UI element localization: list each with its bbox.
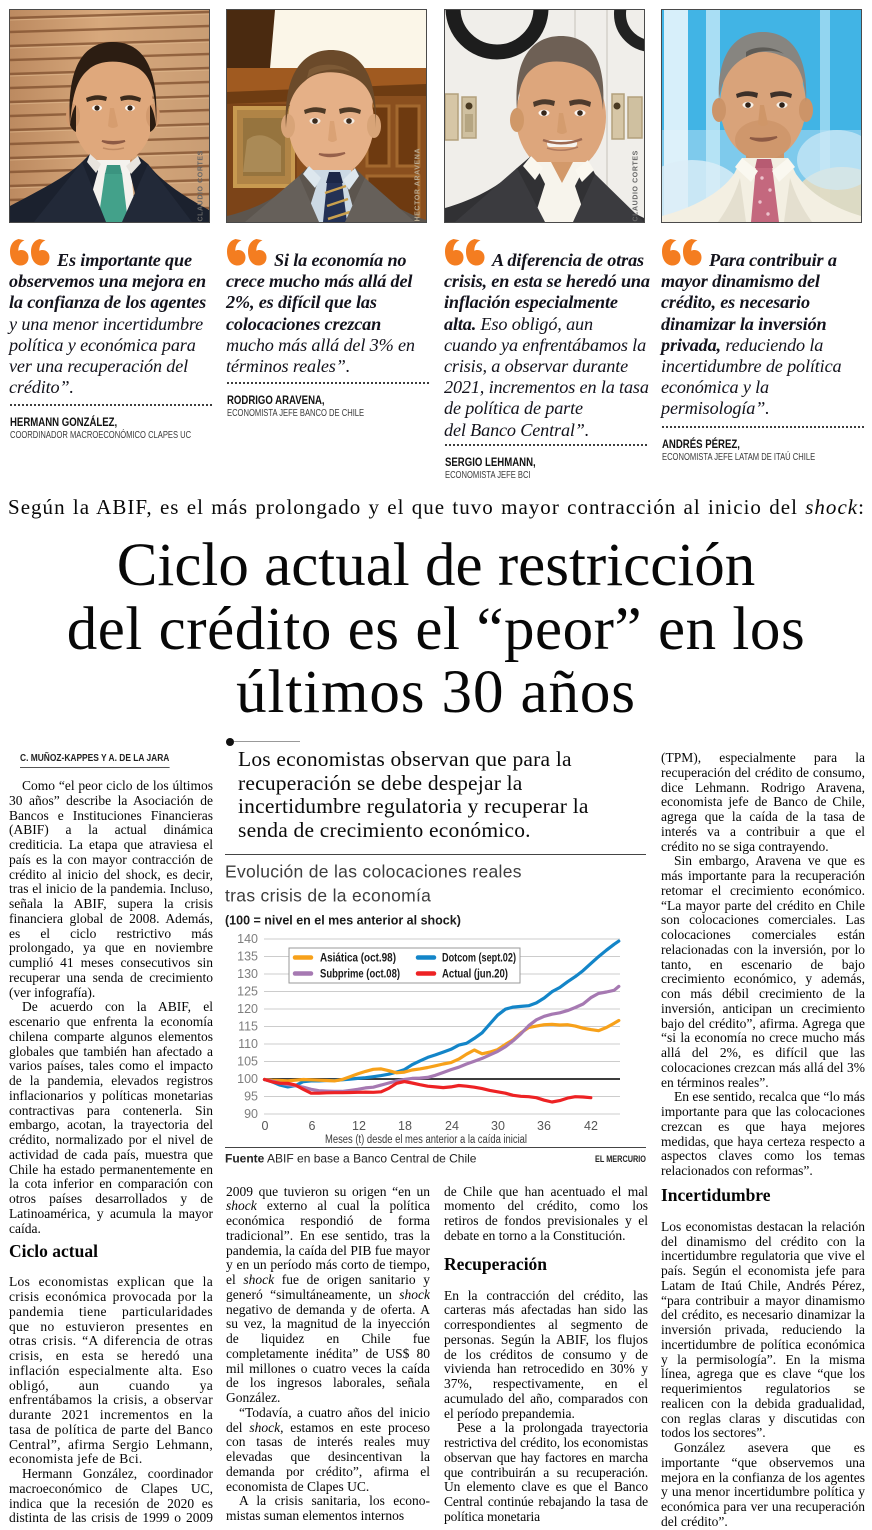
- svg-text:42: 42: [584, 1119, 598, 1133]
- svg-text:130: 130: [237, 967, 258, 981]
- svg-text:18: 18: [398, 1119, 412, 1133]
- svg-text:Asiática (oct.98): Asiática (oct.98): [320, 951, 396, 965]
- svg-text:0: 0: [262, 1119, 269, 1133]
- svg-text:Meses (t) desde el mes anterio: Meses (t) desde el mes anterior a la caí…: [325, 1134, 527, 1146]
- svg-text:120: 120: [237, 1002, 258, 1016]
- svg-text:110: 110: [238, 1037, 258, 1051]
- svg-text:135: 135: [237, 950, 258, 964]
- svg-text:tras crisis de la economía: tras crisis de la economía: [225, 886, 431, 906]
- svg-text:115: 115: [238, 1020, 258, 1034]
- svg-text:36: 36: [537, 1119, 551, 1133]
- svg-text:12: 12: [352, 1119, 366, 1133]
- svg-text:140: 140: [237, 932, 258, 946]
- svg-text:Evolución de las colocaciones: Evolución de las colocaciones reales: [225, 862, 522, 882]
- svg-text:(100 = nivel en el mes anterio: (100 = nivel en el mes anterior al shock…: [225, 914, 461, 928]
- svg-text:Dotcom (sept.02): Dotcom (sept.02): [442, 951, 516, 965]
- svg-text:6: 6: [309, 1119, 316, 1133]
- svg-text:EL MERCURIO: EL MERCURIO: [595, 1154, 646, 1165]
- svg-text:30: 30: [491, 1119, 505, 1133]
- svg-text:95: 95: [244, 1090, 258, 1104]
- svg-text:90: 90: [244, 1107, 258, 1121]
- svg-text:Subprime (oct.08): Subprime (oct.08): [320, 967, 400, 981]
- svg-text:105: 105: [237, 1055, 258, 1069]
- svg-text:Actual (jun.20): Actual (jun.20): [442, 967, 508, 981]
- svg-text:Fuente ABIF en base a Banco Ce: Fuente ABIF en base a Banco Central de C…: [225, 1152, 477, 1166]
- svg-text:100: 100: [237, 1072, 258, 1086]
- svg-text:24: 24: [445, 1119, 459, 1133]
- svg-text:125: 125: [237, 985, 258, 999]
